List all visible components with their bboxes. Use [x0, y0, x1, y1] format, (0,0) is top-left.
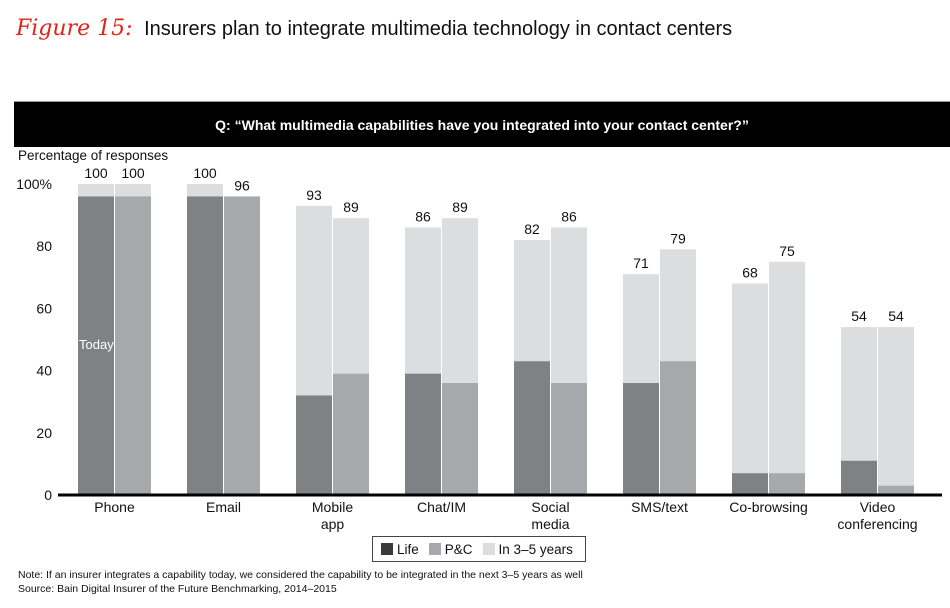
y-tick-label: 100% — [16, 176, 52, 192]
y-tick-label: 20 — [36, 425, 52, 441]
source-text: Source: Bain Digital Insurer of the Futu… — [18, 583, 337, 595]
bar-today-pc — [115, 196, 151, 495]
x-tick-label: Co-browsing — [729, 499, 808, 515]
data-label: 71 — [633, 255, 649, 271]
legend-label-life: Life — [397, 541, 419, 557]
data-label: 100 — [121, 165, 145, 181]
x-tick-label: Video — [860, 499, 896, 515]
bar-today-life — [623, 383, 659, 495]
data-label: 54 — [851, 308, 867, 324]
bar-today-life — [78, 196, 114, 495]
bar-in-3-5-years-pc — [878, 327, 914, 495]
legend-item-life: Life — [381, 542, 419, 557]
bar-today-life — [405, 373, 441, 495]
y-tick-label: 40 — [36, 363, 52, 379]
data-label: 96 — [234, 177, 250, 193]
data-label: 75 — [779, 243, 795, 259]
header-rule — [14, 101, 950, 102]
bar-today-pc — [333, 373, 369, 495]
legend-item-pc: P&C — [428, 541, 473, 557]
bar-today-life — [732, 473, 768, 495]
x-tick-label: SMS/text — [631, 499, 688, 515]
x-tick-label: Phone — [94, 499, 135, 515]
bar-today-life — [514, 361, 550, 495]
y-axis-title: Percentage of responses — [18, 148, 169, 163]
bar-today-life — [296, 395, 332, 495]
legend-swatch-life — [381, 543, 393, 555]
bar-in-3-5-years-pc — [769, 261, 805, 495]
data-label: 89 — [343, 199, 359, 215]
figure-label: Figure 15: — [16, 16, 133, 41]
x-tick-label: Social — [531, 499, 569, 515]
bar-today-pc — [442, 383, 478, 495]
legend-label-pc: P&C — [444, 541, 473, 557]
bar-today-pc — [551, 383, 587, 495]
bar-today-life — [841, 460, 877, 495]
bar-today-pc — [660, 361, 696, 495]
question-banner: Q: “What multimedia capabilities have yo… — [14, 102, 950, 147]
x-tick-label: app — [321, 516, 345, 532]
bar-in-3-5-years-life — [732, 283, 768, 495]
data-label: 79 — [670, 230, 686, 246]
figure-title-text: Insurers plan to integrate multimedia te… — [144, 18, 733, 40]
x-tick-label: Mobile — [312, 499, 353, 515]
legend-label-future: In 3–5 years — [498, 541, 573, 557]
x-tick-label: Email — [206, 499, 241, 515]
legend-swatch-pc — [428, 543, 441, 555]
data-label: 93 — [306, 187, 322, 203]
legend-swatch-future — [482, 543, 495, 555]
data-label: 54 — [888, 308, 904, 324]
data-label: 82 — [524, 221, 540, 237]
bar-today-life — [187, 196, 223, 495]
question-text: Q: “What multimedia capabilities have yo… — [215, 116, 749, 133]
y-tick-label: 80 — [36, 238, 52, 254]
figure-title: Figure 15: Insurers plan to integrate mu… — [16, 16, 732, 41]
footnotes: Note: If an insurer integrates a capabil… — [18, 568, 583, 596]
x-tick-label: media — [531, 516, 569, 532]
x-tick-label: Chat/IM — [417, 499, 466, 515]
data-label: 68 — [742, 265, 758, 281]
data-label: 86 — [561, 209, 577, 225]
data-label: 100 — [84, 165, 108, 181]
note-text: Note: If an insurer integrates a capabil… — [18, 569, 583, 581]
data-label: 100 — [193, 165, 217, 181]
x-tick-label: conferencing — [837, 516, 917, 532]
bar-today-pc — [878, 485, 914, 495]
legend: Life P&C In 3–5 years — [372, 536, 586, 562]
y-tick-label: 0 — [44, 487, 52, 503]
today-annotation: Today — [79, 337, 114, 352]
data-label: 89 — [452, 199, 468, 215]
legend-item-future: In 3–5 years — [482, 541, 573, 557]
data-label: 86 — [415, 209, 431, 225]
y-tick-label: 60 — [36, 300, 52, 316]
bar-today-pc — [769, 473, 805, 495]
bar-today-pc — [224, 196, 260, 495]
